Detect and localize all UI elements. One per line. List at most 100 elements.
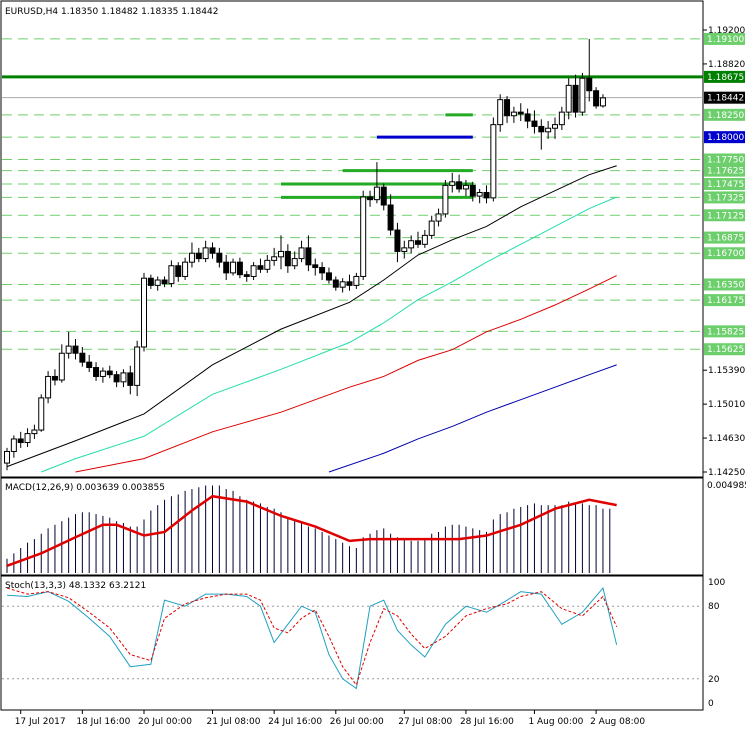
candle-body bbox=[209, 247, 216, 254]
candle-body bbox=[380, 186, 387, 206]
price-tag bbox=[704, 294, 745, 307]
candle-body bbox=[216, 252, 223, 263]
candle-body bbox=[312, 264, 319, 269]
candle-body bbox=[415, 240, 421, 245]
candle-body bbox=[360, 196, 367, 277]
candle-body bbox=[24, 433, 31, 444]
time-tick-label: 26 Jul 00:00 bbox=[330, 717, 384, 727]
candle-body bbox=[469, 184, 476, 197]
candle-body bbox=[31, 429, 38, 435]
candle-body bbox=[127, 372, 134, 386]
time-tick-label: 2 Aug 08:00 bbox=[590, 717, 645, 727]
price-tag bbox=[704, 231, 745, 244]
candle-body bbox=[154, 279, 161, 286]
price-tag-label: 1.19100 bbox=[707, 35, 744, 45]
candle-body bbox=[449, 181, 456, 186]
candle-body bbox=[599, 97, 606, 107]
price-tick-label: 1.14630 bbox=[708, 434, 745, 444]
candle-body bbox=[51, 375, 58, 381]
candle-body bbox=[593, 90, 600, 107]
candle-body bbox=[257, 265, 264, 270]
candle-body bbox=[113, 374, 120, 383]
candle-body bbox=[510, 111, 517, 117]
price-tag-label: 1.17750 bbox=[707, 155, 744, 165]
price-tag bbox=[704, 343, 745, 356]
candle-body bbox=[147, 277, 154, 286]
candle-body bbox=[141, 277, 147, 348]
time-tick-label: 20 Jul 00:00 bbox=[138, 717, 192, 727]
candle-body bbox=[202, 247, 209, 260]
time-tick-label: 21 Jul 08:00 bbox=[207, 717, 261, 727]
candle-body bbox=[579, 77, 586, 113]
candle-body bbox=[58, 352, 65, 381]
price-tag-label: 1.17125 bbox=[707, 211, 744, 221]
candle-body bbox=[421, 234, 428, 245]
candle-body bbox=[387, 204, 394, 231]
candle-body bbox=[72, 345, 79, 354]
macd-top-label: 0.004985 bbox=[707, 481, 746, 491]
price-tag-label: 1.16875 bbox=[707, 234, 744, 244]
price-tag bbox=[704, 153, 745, 166]
price-tag bbox=[704, 32, 745, 45]
price-tag-label: 1.16175 bbox=[707, 296, 744, 306]
candle-body bbox=[517, 111, 524, 115]
candle-body bbox=[490, 124, 497, 199]
candle-body bbox=[188, 252, 195, 263]
candle-body bbox=[586, 77, 593, 92]
price-tick-label: 1.14250 bbox=[708, 468, 745, 478]
price-tick-label: 1.18820 bbox=[708, 60, 745, 70]
candle-body bbox=[65, 345, 72, 354]
macd-indicator bbox=[6, 485, 617, 573]
candle-body bbox=[120, 372, 127, 383]
price-tag-label: 1.17475 bbox=[707, 180, 744, 190]
price-tag bbox=[704, 191, 745, 204]
candle-body bbox=[99, 370, 106, 377]
candle-body bbox=[442, 184, 449, 215]
candle-body bbox=[435, 213, 442, 222]
candle-body bbox=[161, 279, 168, 285]
candle-body bbox=[524, 113, 531, 122]
moving-average-line bbox=[6, 165, 617, 468]
candle-body bbox=[346, 281, 353, 286]
price-tag bbox=[704, 325, 745, 338]
candle-body bbox=[572, 84, 579, 113]
candle-body bbox=[298, 247, 305, 260]
price-axis: 1.19200 1.18820 1.15390 1.15010 1.14630 1.142… bbox=[703, 26, 745, 478]
candle-body bbox=[106, 370, 113, 376]
price-tag-label: 1.17325 bbox=[707, 193, 744, 203]
main-panel-frame bbox=[0, 0, 704, 478]
candle-body bbox=[93, 367, 100, 377]
price-tag-label: 1.15825 bbox=[707, 327, 744, 337]
price-tag-label: 1.17625 bbox=[707, 167, 744, 177]
candle-body bbox=[236, 261, 243, 276]
price-tag bbox=[704, 178, 745, 191]
candle-body bbox=[195, 252, 202, 260]
candle-body bbox=[86, 361, 93, 369]
candle-body bbox=[38, 397, 45, 431]
candle-body bbox=[10, 438, 17, 452]
candle-body bbox=[230, 261, 237, 274]
price-tag-label: 1.18442 bbox=[707, 94, 744, 104]
price-tag-label: 1.18250 bbox=[707, 111, 744, 121]
price-tick-label: 1.15390 bbox=[708, 366, 745, 376]
macd-label: MACD(12,26,9) 0.003639 0.003855 bbox=[5, 483, 165, 493]
stoch-label: Stoch(13,3,3) 48.1332 63.2121 bbox=[5, 581, 146, 591]
candle-body bbox=[538, 125, 545, 133]
candle-body bbox=[278, 250, 284, 258]
level-lines bbox=[2, 38, 703, 350]
time-tick-label: 24 Jul 16:00 bbox=[268, 717, 322, 727]
moving-average-line bbox=[41, 196, 617, 473]
price-tag bbox=[704, 131, 745, 144]
candle-body bbox=[367, 196, 374, 201]
candle-body bbox=[284, 250, 291, 267]
price-tag bbox=[704, 247, 745, 260]
candle-body bbox=[17, 438, 24, 444]
time-tick-label: 27 Jul 08:00 bbox=[398, 717, 452, 727]
time-axis: 17 Jul 2017 18 Jul 16:00 20 Jul 00:00 21 Ju… bbox=[15, 710, 645, 727]
candle-body bbox=[305, 247, 312, 266]
price-tag bbox=[704, 278, 745, 291]
candle-body bbox=[79, 352, 86, 363]
candle-body bbox=[401, 247, 408, 252]
candle-body bbox=[250, 265, 257, 277]
